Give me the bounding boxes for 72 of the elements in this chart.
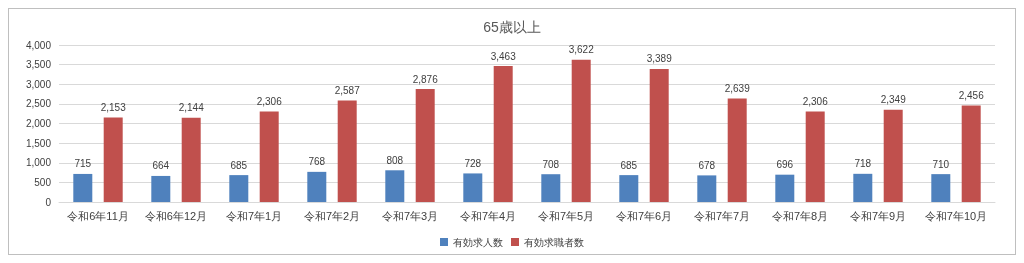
- x-tick-label: 令和7年6月: [615, 209, 673, 222]
- bar: [415, 89, 435, 202]
- data-label: 678: [698, 159, 716, 171]
- data-label: 2,153: [100, 101, 127, 113]
- y-tick-label: 1,000: [25, 157, 52, 169]
- bar: [883, 109, 903, 202]
- bar: [493, 66, 513, 202]
- x-tick-label: 令和7年1月: [225, 209, 283, 222]
- data-label: 664: [152, 160, 170, 172]
- bar: [259, 111, 279, 202]
- bar: [775, 174, 795, 202]
- bar: [151, 175, 171, 202]
- data-label: 728: [464, 157, 482, 169]
- x-tick-label: 令和7年8月: [771, 209, 829, 222]
- data-label: 3,463: [490, 50, 517, 62]
- x-tick-label: 令和6年12月: [144, 209, 208, 222]
- data-label: 2,306: [256, 95, 283, 107]
- data-label: 2,144: [178, 102, 205, 114]
- legend-label: 有効求人数: [453, 236, 503, 248]
- bar: [541, 174, 561, 202]
- bar: [229, 175, 249, 202]
- data-label: 708: [542, 158, 560, 170]
- bar: [307, 171, 327, 202]
- y-tick-label: 1,500: [25, 137, 52, 149]
- x-tick-label: 令和7年5月: [537, 209, 595, 222]
- y-tick-label: 3,500: [25, 59, 52, 71]
- chart-title: 65歳以上: [483, 19, 541, 35]
- x-tick-label: 令和7年10月: [924, 209, 988, 222]
- y-tick-label: 2,000: [25, 118, 52, 129]
- data-label: 3,389: [646, 53, 673, 65]
- bar: [73, 173, 93, 202]
- bar: [727, 98, 747, 202]
- data-label: 2,876: [412, 73, 439, 85]
- bar: [853, 173, 873, 202]
- data-label: 696: [776, 159, 794, 171]
- y-tick-label: 0: [45, 196, 52, 208]
- data-label: 2,349: [880, 94, 907, 106]
- x-tick-label: 令和7年7月: [693, 209, 751, 222]
- x-tick-label: 令和7年4月: [459, 209, 517, 222]
- legend-label: 有効求職者数: [524, 236, 584, 248]
- data-label: 808: [386, 154, 404, 166]
- y-tick-label: 4,000: [25, 39, 52, 51]
- bar: [571, 59, 591, 202]
- bar: [103, 117, 123, 202]
- data-label: 685: [230, 159, 248, 171]
- x-tick-label: 令和7年9月: [849, 209, 907, 222]
- data-label: 3,622: [568, 44, 595, 56]
- bar: [337, 100, 357, 202]
- data-label: 715: [74, 158, 92, 170]
- bar: [931, 174, 951, 202]
- x-tick-label: 令和6年11月: [67, 209, 129, 222]
- x-tick-label: 令和7年2月: [303, 209, 361, 222]
- data-label: 768: [308, 156, 326, 168]
- data-label: 710: [932, 158, 950, 170]
- y-tick-label: 3,000: [25, 78, 52, 90]
- bar: [181, 117, 201, 202]
- bar: [649, 68, 669, 202]
- data-label: 685: [620, 159, 638, 171]
- data-label: 2,306: [802, 95, 829, 107]
- data-label: 2,587: [334, 84, 361, 96]
- bar: [961, 105, 981, 202]
- data-label: 718: [854, 158, 872, 170]
- y-tick-label: 2,500: [25, 98, 52, 110]
- bar: [697, 175, 717, 202]
- x-tick-label: 令和7年3月: [381, 209, 439, 222]
- bar: [619, 175, 639, 202]
- bar: [805, 111, 825, 202]
- data-label: 2,639: [724, 82, 751, 94]
- y-tick-label: 500: [34, 176, 52, 188]
- bar: [463, 173, 483, 202]
- data-label: 2,456: [958, 90, 985, 102]
- bar: [385, 170, 405, 202]
